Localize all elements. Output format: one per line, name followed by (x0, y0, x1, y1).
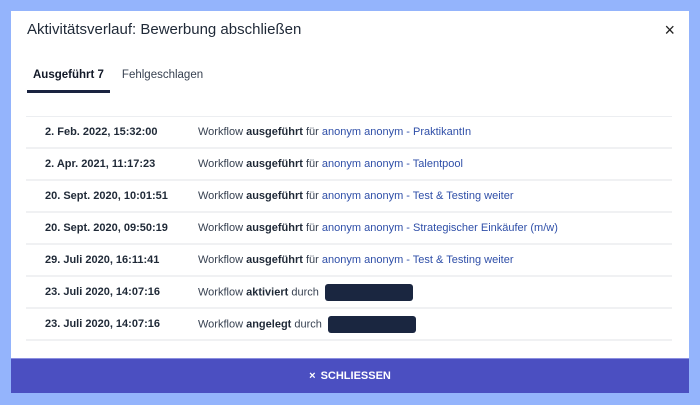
row-target-link[interactable]: anonym anonym - Talentpool (321, 158, 463, 170)
modal-title: Aktivitätsverlauf: Bewerbung abschließen (27, 21, 302, 38)
row-prefix: Workflow (198, 285, 244, 298)
row-prefix: Workflow (198, 158, 244, 170)
row-prefix: Workflow (198, 317, 244, 330)
row-conj: für (306, 126, 319, 138)
redacted-user (324, 283, 413, 301)
row-target-link[interactable]: anonym anonym - Test & Testing weiter (321, 254, 514, 266)
row-conj: für (306, 158, 319, 170)
close-button[interactable]: × SCHLIESSEN (11, 358, 689, 393)
row-date: 23. Juli 2020, 14:07:16 (45, 286, 160, 298)
row-conj: durch (294, 317, 322, 330)
row-prefix: Workflow (198, 126, 244, 138)
tab-ausgefuehrt[interactable]: Ausgeführt 7 (27, 69, 110, 93)
row-prefix: Workflow (198, 222, 244, 234)
list-item: 23. Juli 2020, 14:07:16 Workflow aktivie… (26, 277, 672, 309)
row-target-link[interactable]: anonym anonym - PraktikantIn (321, 126, 472, 138)
row-action: ausgeführt (246, 222, 303, 234)
list-item: 20. Sept. 2020, 09:50:19 Workflow ausgef… (26, 213, 672, 245)
row-date: 29. Juli 2020, 16:11:41 (45, 254, 160, 266)
row-prefix: Workflow (198, 190, 244, 202)
close-icon[interactable]: × (664, 20, 675, 40)
row-action: aktiviert (246, 285, 289, 298)
tab-fehlgeschlagen[interactable]: Fehlgeschlagen (121, 69, 204, 81)
row-conj: für (306, 190, 319, 202)
row-description: Workflow angelegt durch (198, 315, 416, 333)
row-target-link[interactable]: anonym anonym - Strategischer Einkäufer … (321, 222, 558, 234)
row-prefix: Workflow (198, 254, 244, 266)
row-action: ausgeführt (246, 126, 303, 138)
row-target-link[interactable]: anonym anonym - Test & Testing weiter (321, 190, 514, 202)
activity-list: 2. Feb. 2022, 15:32:00 Workflow ausgefüh… (26, 116, 672, 341)
list-item: 23. Juli 2020, 14:07:16 Workflow angeleg… (26, 309, 672, 341)
list-item: 2. Feb. 2022, 15:32:00 Workflow ausgefüh… (26, 117, 672, 149)
close-icon: × (309, 370, 316, 382)
row-description: Workflow ausgeführt für anonym anonym - … (198, 222, 558, 234)
row-description: Workflow aktiviert durch (198, 283, 413, 301)
row-date: 23. Juli 2020, 14:07:16 (45, 318, 160, 330)
row-description: Workflow ausgeführt für anonym anonym - … (198, 254, 513, 266)
list-item: 29. Juli 2020, 16:11:41 Workflow ausgefü… (26, 245, 672, 277)
row-description: Workflow ausgeführt für anonym anonym - … (198, 190, 513, 202)
row-conj: durch (291, 285, 319, 298)
row-conj: für (306, 254, 319, 266)
list-item: 20. Sept. 2020, 10:01:51 Workflow ausgef… (26, 181, 672, 213)
row-conj: für (306, 222, 319, 234)
row-action: angelegt (246, 317, 292, 330)
row-action: ausgeführt (246, 190, 303, 202)
row-date: 2. Apr. 2021, 11:17:23 (45, 158, 156, 170)
row-date: 2. Feb. 2022, 15:32:00 (45, 126, 158, 138)
activity-modal: Aktivitätsverlauf: Bewerbung abschließen… (11, 11, 689, 393)
row-date: 20. Sept. 2020, 09:50:19 (45, 222, 168, 234)
close-button-label: SCHLIESSEN (320, 370, 391, 382)
row-description: Workflow ausgeführt für anonym anonym - … (198, 126, 471, 138)
row-date: 20. Sept. 2020, 10:01:51 (45, 190, 168, 202)
row-action: ausgeführt (246, 158, 303, 170)
tabs: Ausgeführt 7 Fehlgeschlagen (27, 69, 215, 93)
row-description: Workflow ausgeführt für anonym anonym - … (198, 158, 463, 170)
redacted-user (327, 315, 416, 333)
list-item: 2. Apr. 2021, 11:17:23 Workflow ausgefüh… (26, 149, 672, 181)
row-action: ausgeführt (246, 254, 303, 266)
